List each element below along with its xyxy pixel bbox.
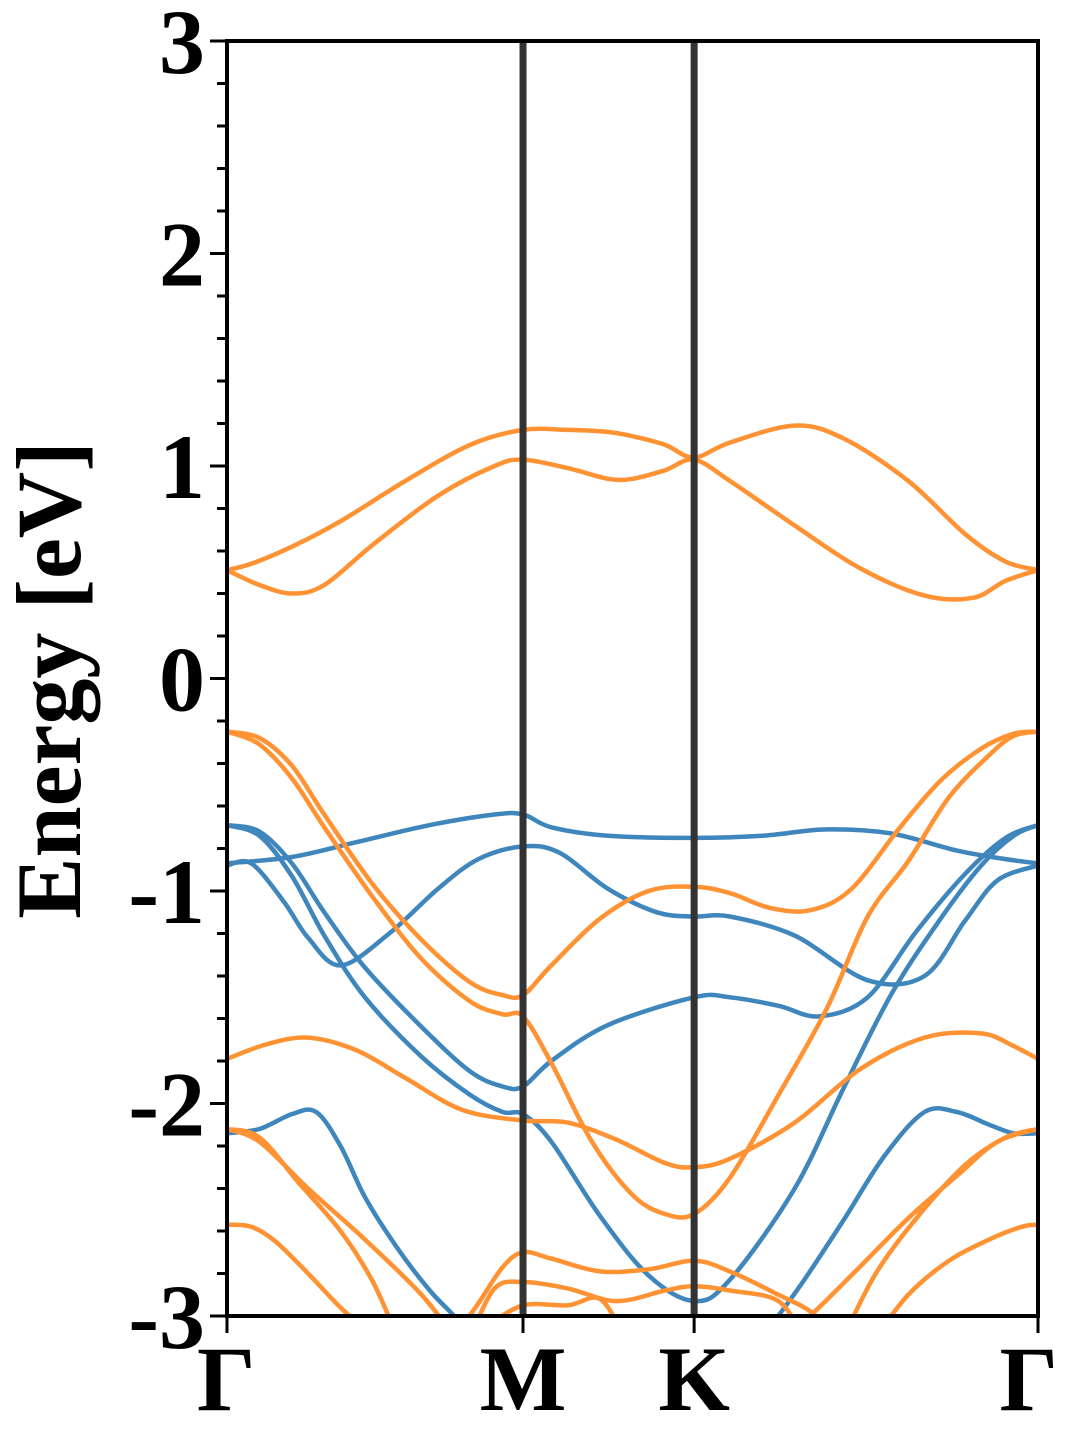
x-tick-label: M bbox=[480, 1328, 567, 1430]
y-tick-label: 3 bbox=[159, 0, 205, 93]
band-line-18 bbox=[466, 1249, 820, 1316]
band-line-15 bbox=[806, 1126, 1038, 1316]
band-line-20 bbox=[497, 1295, 616, 1316]
band-lines bbox=[227, 423, 1038, 1316]
y-tick-label: 0 bbox=[159, 629, 205, 731]
high-symmetry-lines bbox=[519, 41, 698, 1316]
y-axis-label: Energy [eV] bbox=[0, 441, 100, 919]
y-tick-label: -1 bbox=[128, 841, 205, 943]
x-tick-label: Γ bbox=[197, 1328, 256, 1430]
band-line-16 bbox=[227, 1222, 353, 1316]
band-line-11 bbox=[775, 1105, 1038, 1316]
band-line-2 bbox=[227, 457, 1038, 602]
y-tick-label: -2 bbox=[128, 1054, 205, 1156]
band-line-19 bbox=[477, 1279, 795, 1316]
band-line-10 bbox=[227, 1107, 458, 1316]
band-line-7 bbox=[227, 729, 1038, 1001]
plot-frame bbox=[225, 39, 1040, 1318]
band-line-6 bbox=[227, 822, 1038, 1304]
y-tick-label: 2 bbox=[159, 204, 205, 306]
band-line-8 bbox=[227, 729, 1038, 1220]
band-line-9 bbox=[227, 1030, 1038, 1170]
y-tick-label: 1 bbox=[159, 416, 205, 518]
x-tick-label: K bbox=[658, 1328, 730, 1430]
x-tick-label: Γ bbox=[999, 1328, 1058, 1430]
band-line-5 bbox=[227, 822, 1038, 1092]
band-line-1 bbox=[227, 423, 1038, 573]
band-line-17 bbox=[888, 1222, 1038, 1316]
y-tick-label: -3 bbox=[128, 1266, 205, 1368]
band-line-14 bbox=[227, 1126, 442, 1316]
band-line-12 bbox=[227, 1126, 391, 1316]
band-line-3 bbox=[227, 810, 1038, 866]
y-axis: 3 2 1 0 -1 -2 -3 bbox=[128, 0, 227, 1368]
band-line-4 bbox=[227, 843, 1038, 987]
